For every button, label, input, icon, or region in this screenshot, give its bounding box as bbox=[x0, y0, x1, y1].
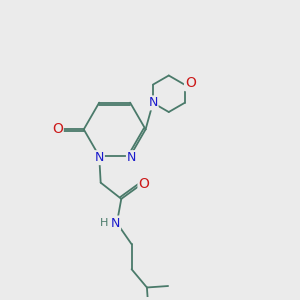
Text: H: H bbox=[99, 218, 108, 228]
Text: N: N bbox=[148, 96, 158, 110]
Text: O: O bbox=[185, 76, 196, 90]
Text: O: O bbox=[139, 177, 149, 191]
Text: N: N bbox=[94, 151, 104, 164]
Text: N: N bbox=[111, 217, 120, 230]
Text: N: N bbox=[127, 151, 136, 164]
Text: O: O bbox=[52, 122, 63, 136]
